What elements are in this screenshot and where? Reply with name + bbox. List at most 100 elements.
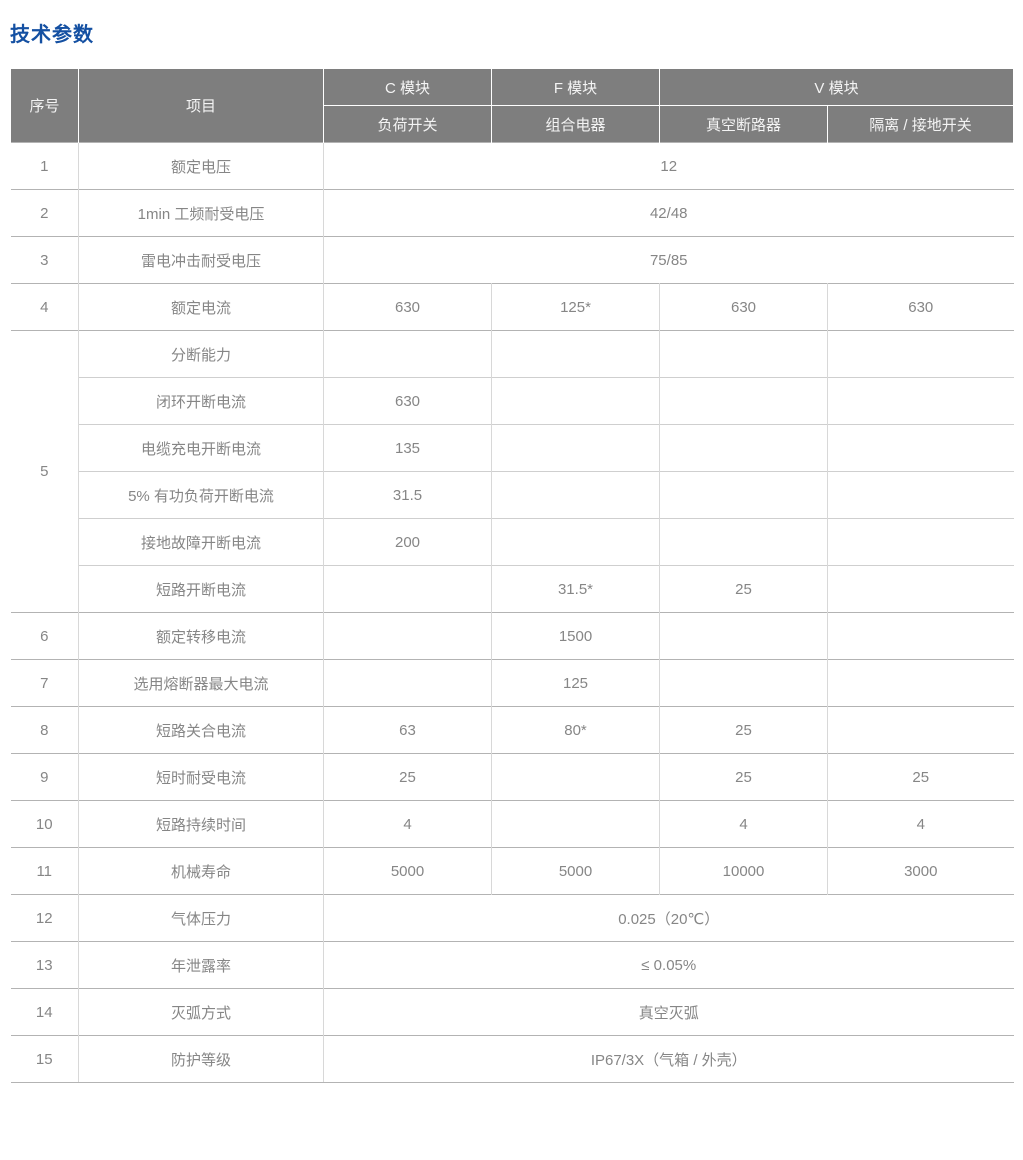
row-merged-value-cell: ≤ 0.05% — [323, 941, 1014, 989]
row-value-cell: 630 — [827, 283, 1014, 331]
table-row: 11 机械寿命 5000 5000 10000 3000 — [10, 847, 1014, 895]
row-index-cell: 4 — [10, 283, 79, 331]
row-value-cell: 630 — [659, 283, 828, 331]
row-item-cell: 额定电流 — [78, 283, 324, 331]
row-value-cell: 4 — [659, 800, 828, 848]
row-value-cell — [827, 518, 1014, 566]
row-value-cell: 25 — [659, 706, 828, 754]
row-value-cell — [827, 565, 1014, 613]
table-row: 短路开断电流 31.5* 25 — [11, 565, 1014, 613]
row-value-cell: 1500 — [491, 612, 660, 660]
row-value-cell: 10000 — [659, 847, 828, 895]
row-merged-value-cell: 真空灭弧 — [323, 988, 1014, 1036]
row-value-cell: 135 — [323, 424, 492, 472]
row-index-cell: 7 — [10, 659, 79, 707]
row-index-cell: 11 — [10, 847, 79, 895]
table-row: 1 额定电压 12 — [10, 142, 1014, 190]
row-value-cell: 25 — [659, 565, 828, 613]
row-value-cell — [659, 330, 828, 378]
row-value-cell — [827, 377, 1014, 425]
row-index-cell: 13 — [10, 941, 79, 989]
header-item: 项目 — [78, 68, 324, 143]
header-sub-load-switch: 负荷开关 — [323, 105, 492, 143]
row-value-cell: 4 — [827, 800, 1014, 848]
page-title: 技术参数 — [10, 24, 94, 46]
row-index-cell: 2 — [10, 189, 79, 237]
table-header: 序号 项目 C 模块 F 模块 V 模块 负荷开关 组合电器 真空断路器 隔离 … — [10, 68, 1014, 143]
row-value-cell — [827, 706, 1014, 754]
row-value-cell: 630 — [323, 377, 492, 425]
row-merged-value-cell: 42/48 — [323, 189, 1014, 237]
table-body: 1 额定电压 12 2 1min 工频耐受电压 42/48 3 雷电冲击耐受电压 75/85 4 额… — [10, 142, 1014, 1083]
header-sub-combination-apparatus: 组合电器 — [491, 105, 660, 143]
row-item-cell: 短路持续时间 — [78, 800, 324, 848]
header-group-f-module: F 模块 — [491, 68, 660, 106]
row-value-cell — [827, 424, 1014, 472]
row-value-cell — [491, 518, 660, 566]
row-item-cell: 防护等级 — [78, 1035, 324, 1083]
row-item-cell: 5% 有功负荷开断电流 — [78, 471, 324, 519]
row-index-cell: 3 — [10, 236, 79, 284]
row-value-cell — [659, 659, 828, 707]
header-group-v-module: V 模块 — [659, 68, 1014, 106]
page: 技术参数 序号 项目 C 模块 F 模块 V 模块 负荷开关 组合电器 真空断路… — [10, 24, 1014, 1083]
row-value-cell — [659, 377, 828, 425]
row-index-cell: 5 — [10, 330, 79, 613]
row-value-cell: 31.5 — [323, 471, 492, 519]
row-item-cell: 电缆充电开断电流 — [78, 424, 324, 472]
row-value-cell: 25 — [827, 753, 1014, 801]
row-item-cell: 闭环开断电流 — [78, 377, 324, 425]
row-value-cell — [491, 424, 660, 472]
row-value-cell — [491, 800, 660, 848]
row-value-cell: 3000 — [827, 847, 1014, 895]
row-value-cell — [491, 330, 660, 378]
row-item-cell: 短路开断电流 — [78, 565, 324, 613]
row-item-cell: 年泄露率 — [78, 941, 324, 989]
row-value-cell — [827, 659, 1014, 707]
header-index: 序号 — [10, 68, 79, 143]
table-row: 5% 有功负荷开断电流 31.5 — [11, 471, 1014, 519]
row-index-cell: 6 — [10, 612, 79, 660]
row-item-cell: 额定电压 — [78, 142, 324, 190]
row-value-cell: 25 — [659, 753, 828, 801]
row-value-cell — [491, 377, 660, 425]
row-merged-value-cell: 75/85 — [323, 236, 1014, 284]
table-row: 接地故障开断电流 200 — [11, 518, 1014, 566]
table-row: 15 防护等级 IP67/3X（气箱 / 外壳） — [10, 1035, 1014, 1083]
header-sub-disconnector-earthing-switch: 隔离 / 接地开关 — [827, 105, 1014, 143]
table-row: 4 额定电流 630 125* 630 630 — [10, 283, 1014, 331]
row-item-cell: 雷电冲击耐受电压 — [78, 236, 324, 284]
table-row: 12 气体压力 0.025（20℃） — [10, 894, 1014, 942]
row-item-cell: 选用熔断器最大电流 — [78, 659, 324, 707]
row-item-cell: 气体压力 — [78, 894, 324, 942]
row-merged-value-cell: 0.025（20℃） — [323, 894, 1014, 942]
table-row: 6 额定转移电流 1500 — [10, 612, 1014, 660]
row-value-cell — [491, 753, 660, 801]
row-value-cell — [827, 471, 1014, 519]
row-index-cell: 12 — [10, 894, 79, 942]
table-row: 3 雷电冲击耐受电压 75/85 — [10, 236, 1014, 284]
row-value-cell — [659, 471, 828, 519]
table-row: 10 短路持续时间 4 4 4 — [10, 800, 1014, 848]
row-index-cell: 9 — [10, 753, 79, 801]
row-value-cell: 5000 — [323, 847, 492, 895]
row-value-cell — [827, 330, 1014, 378]
row-item-cell: 分断能力 — [78, 330, 324, 378]
row-item-cell: 灭弧方式 — [78, 988, 324, 1036]
row-merged-value-cell: 12 — [323, 142, 1014, 190]
table-row: 7 选用熔断器最大电流 125 — [10, 659, 1014, 707]
row-value-cell: 4 — [323, 800, 492, 848]
row-index-cell: 15 — [10, 1035, 79, 1083]
row-index-cell: 14 — [10, 988, 79, 1036]
table-row: 9 短时耐受电流 25 25 25 — [10, 753, 1014, 801]
row-value-cell: 630 — [323, 283, 492, 331]
row-item-cell: 短时耐受电流 — [78, 753, 324, 801]
row-item-cell: 接地故障开断电流 — [78, 518, 324, 566]
header-row-groups: 序号 项目 C 模块 F 模块 V 模块 — [10, 68, 1014, 143]
table-row: 8 短路关合电流 63 80* 25 — [10, 706, 1014, 754]
header-sub-vacuum-breaker: 真空断路器 — [659, 105, 828, 143]
row-index-cell: 10 — [10, 800, 79, 848]
header-row-subtypes: 负荷开关 组合电器 真空断路器 隔离 / 接地开关 — [11, 105, 1014, 143]
table-row: 电缆充电开断电流 135 — [11, 424, 1014, 472]
table-row: 闭环开断电流 630 — [11, 377, 1014, 425]
